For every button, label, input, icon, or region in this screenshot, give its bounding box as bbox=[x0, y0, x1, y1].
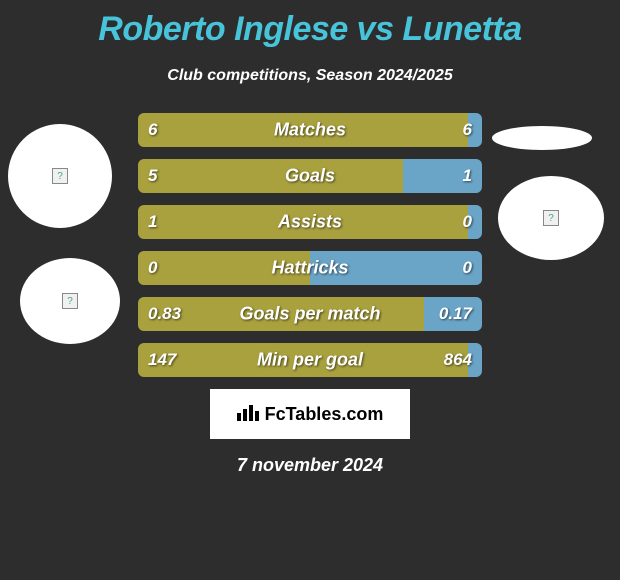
player-right-shape bbox=[492, 126, 592, 150]
value-left: 1 bbox=[148, 212, 157, 232]
subtitle: Club competitions, Season 2024/2025 bbox=[0, 67, 620, 85]
value-left: 0 bbox=[148, 258, 157, 278]
image-placeholder-icon: ? bbox=[52, 168, 68, 184]
value-right: 864 bbox=[444, 350, 472, 370]
value-left: 0.83 bbox=[148, 304, 181, 324]
stat-row: 1 0 Assists bbox=[138, 205, 482, 239]
image-placeholder-icon: ? bbox=[543, 210, 559, 226]
comparison-chart: 6 6 Matches 5 1 Goals 1 0 Assists 0 0 Hattricks 0.83… bbox=[138, 113, 482, 377]
stat-label: Min per goal bbox=[257, 350, 363, 371]
value-right: 0 bbox=[463, 212, 472, 232]
stat-row: 6 6 Matches bbox=[138, 113, 482, 147]
value-right: 0.17 bbox=[439, 304, 472, 324]
value-left: 5 bbox=[148, 166, 157, 186]
player-right-avatar: ? bbox=[498, 176, 604, 260]
bar-left bbox=[138, 159, 403, 193]
value-right: 1 bbox=[463, 166, 472, 186]
player-left-avatar-1: ? bbox=[8, 124, 112, 228]
page-title: Roberto Inglese vs Lunetta bbox=[0, 0, 620, 49]
stat-label: Assists bbox=[278, 212, 342, 233]
date-text: 7 november 2024 bbox=[0, 455, 620, 476]
stat-row: 0 0 Hattricks bbox=[138, 251, 482, 285]
value-right: 6 bbox=[463, 120, 472, 140]
chart-icon bbox=[237, 403, 259, 426]
stat-row: 5 1 Goals bbox=[138, 159, 482, 193]
stat-label: Matches bbox=[274, 120, 346, 141]
brand-text: FcTables.com bbox=[265, 404, 384, 425]
stat-label: Goals bbox=[285, 166, 335, 187]
image-placeholder-icon: ? bbox=[62, 293, 78, 309]
brand-logo: FcTables.com bbox=[210, 389, 410, 439]
stat-label: Goals per match bbox=[239, 304, 380, 325]
player-left-avatar-2: ? bbox=[20, 258, 120, 344]
value-left: 6 bbox=[148, 120, 157, 140]
stat-row: 147 864 Min per goal bbox=[138, 343, 482, 377]
stat-label: Hattricks bbox=[271, 258, 348, 279]
stat-row: 0.83 0.17 Goals per match bbox=[138, 297, 482, 331]
value-left: 147 bbox=[148, 350, 176, 370]
value-right: 0 bbox=[463, 258, 472, 278]
